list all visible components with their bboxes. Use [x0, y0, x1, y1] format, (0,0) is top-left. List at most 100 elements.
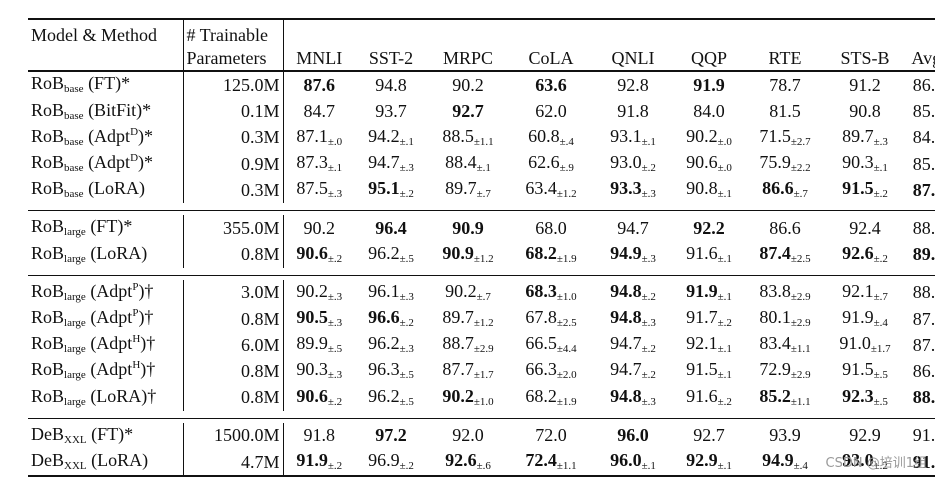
metric-std: ±1.1	[556, 460, 577, 473]
metric-cell: 96.4	[355, 215, 427, 241]
metric-value: 60.8	[528, 125, 560, 146]
params-cell: 6.0M	[183, 332, 284, 359]
metric-value: 96.6	[368, 307, 400, 328]
metric-value: 89.7	[842, 125, 874, 146]
metric-std: ±.2	[641, 162, 656, 175]
group-separator-rule	[28, 274, 935, 280]
results-table-wrapper: Model & Method # Trainable Parameters MN…	[28, 17, 935, 477]
metric-value: 94.8	[610, 280, 642, 301]
metric-cell: 90.8	[825, 99, 905, 125]
metric-std: ±.2	[641, 290, 656, 303]
header-row-2: Parameters MNLI SST-2 MRPC CoLA QNLI QQP…	[28, 47, 935, 73]
metric-std: ±.2	[873, 188, 888, 201]
method-superscript: P	[132, 280, 139, 293]
metric-value: 90.2	[442, 385, 474, 406]
metric-value: 85.4	[912, 153, 935, 174]
metric-cell: 92.1±.7	[825, 280, 905, 306]
metric-cell: 95.1±.2	[355, 177, 427, 203]
metric-cell: 90.9±1.2	[427, 242, 509, 268]
model-name: DeB	[31, 423, 64, 444]
metric-value: 96.0	[617, 425, 649, 446]
metric-std: ±.3	[641, 188, 656, 201]
separator-cell	[28, 268, 935, 276]
metric-cell: 72.0	[509, 423, 593, 449]
metric-std: ±.7	[476, 290, 491, 303]
metric-std: ±2.5	[556, 317, 577, 330]
metric-value: 91.5	[686, 359, 718, 380]
model-subscript: base	[64, 188, 84, 201]
col-header: MNLI	[283, 47, 355, 73]
metric-cell: 66.5±4.4	[509, 332, 593, 358]
metric-value: 92.9	[849, 425, 881, 446]
model-subscript: XXL	[64, 433, 87, 446]
table-row: RoBlarge (FT)* 355.0M 90.2 96.4 90.9 68.0 94.7…	[28, 215, 935, 242]
metric-cell: 91.5±.1	[673, 358, 745, 384]
metric-value: 96.3	[368, 359, 400, 380]
metric-value: 88.7	[442, 333, 474, 354]
method-name: (LoRA)	[90, 242, 148, 263]
metric-value: 93.3	[610, 178, 642, 199]
metric-std: ±.3	[327, 369, 343, 382]
model-subscript: base	[64, 83, 84, 96]
metric-cell: 94.7±.2	[593, 332, 673, 358]
metric-cell: 96.2±.5	[355, 385, 427, 411]
metric-cell: 87.8	[905, 332, 935, 358]
metric-cell: 90.2	[283, 215, 355, 241]
metric-value: 87.5	[296, 178, 328, 199]
metric-value: 94.9	[762, 450, 794, 471]
metric-value: 91.9	[842, 307, 874, 328]
metric-value: 62.0	[535, 101, 567, 122]
metric-cell: 91.5±.5	[825, 358, 905, 384]
metric-value: 68.2	[525, 385, 557, 406]
metric-cell: 92.7	[427, 99, 509, 125]
col-header: Avg.	[905, 47, 935, 73]
metric-cell: 94.9±.4	[745, 449, 825, 477]
table-row: DeBXXL (FT)* 1500.0M 91.8 97.2 92.0 72.0 96.0 9…	[28, 422, 935, 450]
metric-std: ±1.1	[790, 343, 811, 356]
metric-value: 88.9	[912, 217, 935, 238]
metric-value: 91.8	[303, 425, 336, 446]
separator-rule-cell	[28, 210, 935, 216]
method-name: (FT)	[90, 216, 124, 237]
metric-cell: 90.2±1.0	[427, 385, 509, 411]
metric-std: ±2.5	[790, 252, 811, 265]
table-row: RoBlarge (AdptH)† 0.8M 90.3±.3 96.3±.5 87.7±…	[28, 358, 935, 385]
metric-value: 91.8	[617, 101, 649, 122]
metric-cell: 96.9±.2	[355, 449, 427, 477]
metric-std: ±.2	[873, 460, 888, 473]
metric-value: 84.4	[912, 127, 935, 148]
metric-value: 92.7	[452, 101, 484, 122]
metric-std: ±1.0	[473, 395, 494, 408]
metric-std: ±.3	[399, 290, 414, 303]
metric-value: 94.8	[610, 385, 642, 406]
metric-cell: 92.6±.2	[825, 242, 905, 268]
metric-cell: 90.6±.2	[283, 242, 355, 268]
metric-value: 90.6	[686, 152, 718, 173]
metric-value: 92.6	[842, 242, 874, 263]
metric-std: ±.5	[327, 343, 343, 356]
metric-std: ±.5	[399, 252, 414, 265]
group-separator	[28, 268, 935, 276]
metric-value: 94.7	[610, 359, 642, 380]
metric-std: ±.1	[399, 135, 414, 148]
header-row-1: Model & Method # Trainable	[28, 17, 935, 48]
params-cell: 0.8M	[183, 384, 284, 411]
model-subscript: large	[64, 317, 86, 330]
metric-value: 90.3	[296, 359, 328, 380]
metric-cell: 96.2±.3	[355, 332, 427, 358]
metric-value: 90.6	[296, 385, 328, 406]
metric-value: 67.8	[525, 307, 557, 328]
metric-cell: 96.0	[593, 423, 673, 449]
metric-cell: 93.7	[355, 99, 427, 125]
metric-value: 87.4	[759, 242, 791, 263]
metric-cell: 91.9±.4	[825, 306, 905, 332]
metric-std: ±.3	[641, 395, 656, 408]
metric-value: 96.9	[368, 450, 400, 471]
metric-cell: 62.0	[509, 99, 593, 125]
metric-value: 90.2	[303, 217, 336, 238]
metric-std: ±.3	[327, 290, 343, 303]
model-name: RoB	[31, 333, 65, 354]
method-cell: DeBXXL (LoRA)	[28, 449, 184, 477]
metric-cell: 75.9±2.2	[745, 151, 825, 177]
metric-value: 84.0	[693, 101, 725, 122]
